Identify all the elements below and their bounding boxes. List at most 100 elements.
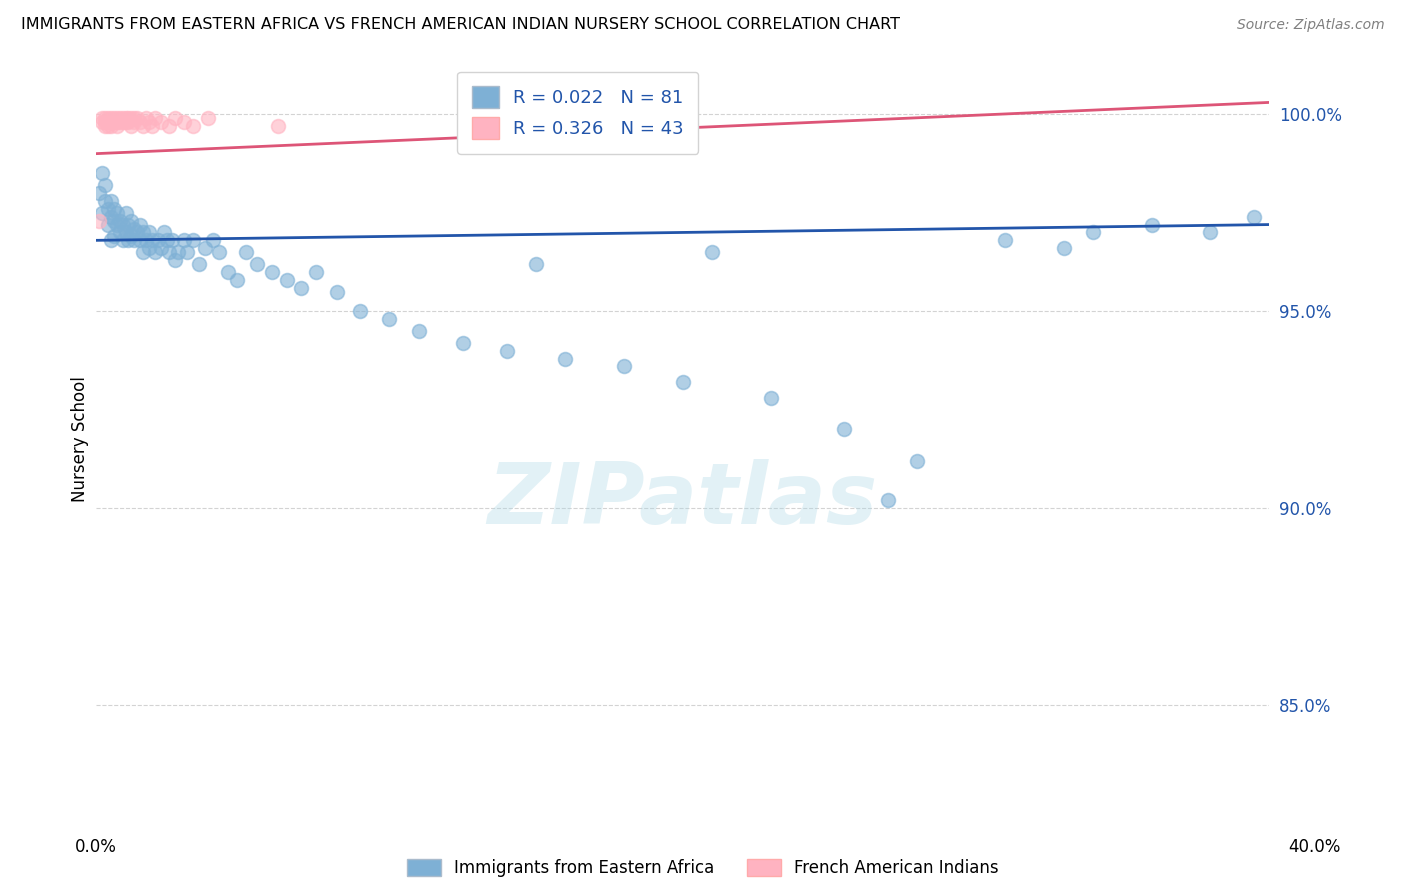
Point	[114, 111, 136, 125]
Point	[138, 115, 160, 129]
Point	[103, 115, 125, 129]
Point	[246, 257, 269, 271]
Point	[672, 375, 695, 389]
Point	[97, 111, 120, 125]
Point	[135, 111, 157, 125]
Point	[108, 115, 131, 129]
Point	[108, 111, 131, 125]
Point	[105, 115, 128, 129]
Point	[105, 218, 128, 232]
Point	[451, 335, 474, 350]
Point	[613, 359, 636, 374]
Point	[91, 111, 114, 125]
Text: 40.0%: 40.0%	[1288, 838, 1341, 855]
Point	[120, 111, 142, 125]
Point	[524, 257, 547, 271]
Point	[103, 229, 125, 244]
Point	[146, 233, 169, 247]
Point	[181, 233, 204, 247]
Point	[159, 245, 181, 260]
Point	[120, 213, 142, 227]
Point	[325, 285, 347, 299]
Point	[159, 119, 181, 133]
Point	[105, 119, 128, 133]
Point	[129, 233, 152, 247]
Point	[267, 119, 290, 133]
Point	[138, 241, 160, 255]
Point	[103, 213, 125, 227]
Point	[152, 226, 174, 240]
Point	[94, 111, 117, 125]
Point	[108, 226, 131, 240]
Point	[165, 253, 187, 268]
Point	[132, 245, 155, 260]
Point	[197, 111, 219, 125]
Point	[94, 194, 117, 208]
Point	[141, 233, 163, 247]
Point	[87, 213, 110, 227]
Text: IMMIGRANTS FROM EASTERN AFRICA VS FRENCH AMERICAN INDIAN NURSERY SCHOOL CORRELAT: IMMIGRANTS FROM EASTERN AFRICA VS FRENCH…	[21, 17, 900, 31]
Point	[1140, 218, 1163, 232]
Point	[165, 111, 187, 125]
Point	[129, 218, 152, 232]
Point	[202, 233, 225, 247]
Legend: Immigrants from Eastern Africa, French American Indians: Immigrants from Eastern Africa, French A…	[401, 852, 1005, 884]
Point	[94, 178, 117, 193]
Text: Source: ZipAtlas.com: Source: ZipAtlas.com	[1237, 18, 1385, 31]
Text: 0.0%: 0.0%	[75, 838, 117, 855]
Point	[117, 111, 139, 125]
Point	[94, 119, 117, 133]
Point	[100, 194, 122, 208]
Point	[120, 229, 142, 244]
Point	[114, 206, 136, 220]
Point	[97, 119, 120, 133]
Point	[105, 206, 128, 220]
Point	[173, 115, 195, 129]
Point	[876, 493, 898, 508]
Point	[495, 343, 517, 358]
Point	[135, 233, 157, 247]
Point	[194, 241, 217, 255]
Point	[290, 280, 312, 294]
Point	[1081, 226, 1104, 240]
Point	[124, 233, 146, 247]
Point	[129, 115, 152, 129]
Point	[94, 115, 117, 129]
Point	[759, 391, 782, 405]
Point	[149, 115, 172, 129]
Point	[181, 119, 204, 133]
Point	[176, 245, 198, 260]
Point	[100, 111, 122, 125]
Point	[408, 324, 430, 338]
Point	[378, 312, 401, 326]
Point	[97, 202, 120, 216]
Point	[132, 226, 155, 240]
Point	[100, 115, 122, 129]
Point	[173, 233, 195, 247]
Point	[111, 233, 134, 247]
Point	[97, 218, 120, 232]
Point	[276, 273, 298, 287]
Point	[149, 241, 172, 255]
Point	[91, 206, 114, 220]
Point	[87, 186, 110, 200]
Point	[114, 115, 136, 129]
Point	[167, 245, 190, 260]
Point	[114, 226, 136, 240]
Point	[700, 245, 723, 260]
Point	[100, 119, 122, 133]
Point	[120, 119, 142, 133]
Point	[124, 221, 146, 235]
Point	[127, 111, 149, 125]
Point	[832, 422, 855, 436]
Point	[226, 273, 249, 287]
Point	[97, 115, 120, 129]
Point	[124, 115, 146, 129]
Point	[143, 111, 166, 125]
Point	[91, 166, 114, 180]
Point	[217, 265, 239, 279]
Point	[117, 115, 139, 129]
Point	[235, 245, 257, 260]
Point	[100, 233, 122, 247]
Point	[554, 351, 576, 366]
